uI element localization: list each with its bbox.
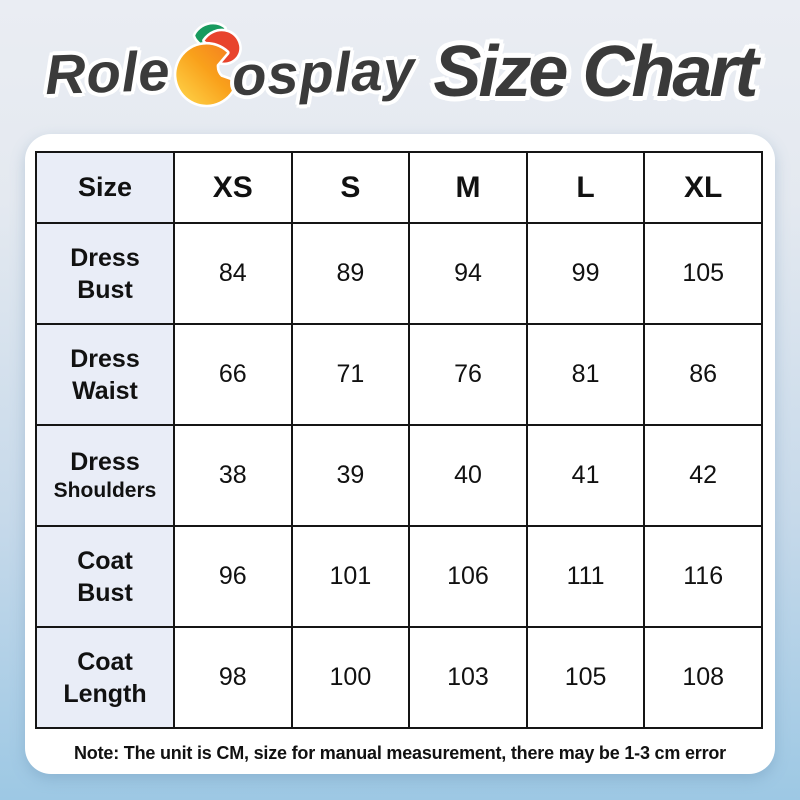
cell-value: 101 <box>290 525 411 628</box>
size-chart-card: Size XS S M L XL Dress Bust 84 89 94 99 … <box>25 134 775 774</box>
column-header-xl: XL <box>643 151 763 224</box>
brand-name-left: Role <box>43 38 171 106</box>
cell-value: 86 <box>643 323 763 426</box>
cell-value: 40 <box>408 424 528 527</box>
row-dress-bust: Dress Bust 84 89 94 99 105 <box>35 222 763 325</box>
row-coat-bust: Coat Bust 96 101 106 111 116 <box>35 525 763 628</box>
row-label-line1: Coat <box>77 647 133 676</box>
cell-value: 81 <box>525 323 646 426</box>
row-label-line2: Waist <box>72 376 138 405</box>
cell-value: 116 <box>643 525 763 628</box>
row-coat-length: Coat Length 98 100 103 105 108 <box>35 626 763 729</box>
cell-value: 41 <box>525 424 646 527</box>
row-label: Coat Length <box>35 626 175 729</box>
cell-value: 96 <box>173 525 293 628</box>
row-label-line2: Bust <box>77 578 133 607</box>
column-header-l: L <box>525 151 646 224</box>
column-header-s: S <box>290 151 411 224</box>
cell-value: 100 <box>290 626 411 729</box>
header-row: Size XS S M L XL <box>35 151 763 224</box>
cell-value: 39 <box>290 424 411 527</box>
row-label: Dress Waist <box>35 323 175 426</box>
column-header-xs: XS <box>173 151 293 224</box>
cell-value: 38 <box>173 424 293 527</box>
header: Role osplay Size Chart <box>0 14 800 130</box>
row-label-line1: Dress <box>70 344 140 373</box>
cell-value: 103 <box>408 626 528 729</box>
column-header-size: Size <box>35 151 175 224</box>
row-label-line1: Coat <box>77 546 133 575</box>
row-dress-waist: Dress Waist 66 71 76 81 86 <box>35 323 763 426</box>
brand-name-right: osplay <box>230 37 417 107</box>
cell-value: 84 <box>173 222 293 325</box>
size-table: Size XS S M L XL Dress Bust 84 89 94 99 … <box>35 151 763 729</box>
row-label: Dress Bust <box>35 222 175 325</box>
row-label: Dress Shoulders <box>35 424 175 527</box>
cell-value: 108 <box>643 626 763 729</box>
cell-value: 99 <box>525 222 646 325</box>
row-label-line2: Bust <box>77 275 133 304</box>
rolecosplay-swirl-icon <box>173 21 242 108</box>
cell-value: 89 <box>290 222 411 325</box>
row-label: Coat Bust <box>35 525 175 628</box>
cell-value: 111 <box>525 525 646 628</box>
row-dress-shoulders: Dress Shoulders 38 39 40 41 42 <box>35 424 763 527</box>
cell-value: 76 <box>408 323 528 426</box>
page-title: Size Chart <box>433 32 758 112</box>
cell-value: 42 <box>643 424 763 527</box>
row-label-line1: Dress <box>70 243 140 272</box>
cell-value: 106 <box>408 525 528 628</box>
cell-value: 71 <box>290 323 411 426</box>
row-label-line1: Dress <box>70 448 140 477</box>
measurement-note: Note: The unit is CM, size for manual me… <box>74 743 726 763</box>
cell-value: 105 <box>643 222 763 325</box>
row-label-line2: Shoulders <box>53 479 157 503</box>
cell-value: 66 <box>173 323 293 426</box>
cell-value: 94 <box>408 222 528 325</box>
column-header-m: M <box>408 151 528 224</box>
cell-value: 105 <box>525 626 646 729</box>
orange-swirl-icon <box>173 41 239 108</box>
cell-value: 98 <box>173 626 293 729</box>
row-label-line2: Length <box>63 679 147 708</box>
